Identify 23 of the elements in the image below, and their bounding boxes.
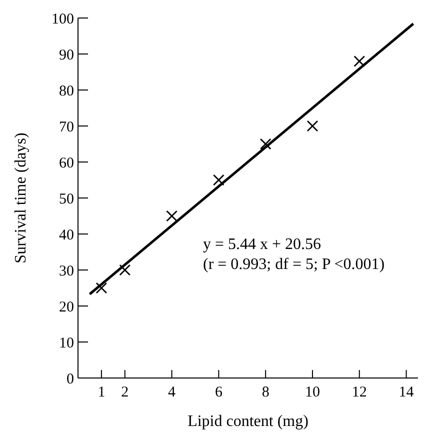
- y-tick-label: 30: [59, 263, 74, 280]
- annotation: y = 5.44 x + 20.56: [203, 236, 322, 254]
- x-tick-label: 10: [304, 384, 320, 401]
- x-axis-title: Lipid content (mg): [188, 413, 308, 430]
- y-axis-title: Survival time (days): [12, 132, 30, 264]
- x-tick-label: 1: [98, 384, 106, 401]
- y-tick-label: 50: [59, 191, 74, 208]
- y-tick-label: 90: [59, 47, 74, 64]
- y-tick-label: 20: [59, 299, 74, 316]
- y-tick-label: 40: [59, 227, 74, 244]
- y-tick-label: 80: [59, 83, 74, 100]
- y-tick-label: 0: [66, 371, 74, 388]
- y-tick-label: 10: [59, 335, 74, 352]
- x-tick-label: 6: [214, 384, 223, 401]
- y-tick-label: 70: [59, 119, 74, 136]
- y-tick-label: 100: [52, 11, 74, 28]
- x-tick-label: 12: [352, 384, 367, 401]
- x-tick-label: 8: [262, 384, 270, 401]
- x-tick-label: 14: [398, 384, 414, 401]
- y-tick-label: 60: [59, 155, 74, 172]
- x-tick-label: 2: [121, 384, 129, 401]
- annotation: (r = 0.993; df = 5; P <0.001): [203, 256, 385, 274]
- x-tick-label: 4: [168, 384, 176, 401]
